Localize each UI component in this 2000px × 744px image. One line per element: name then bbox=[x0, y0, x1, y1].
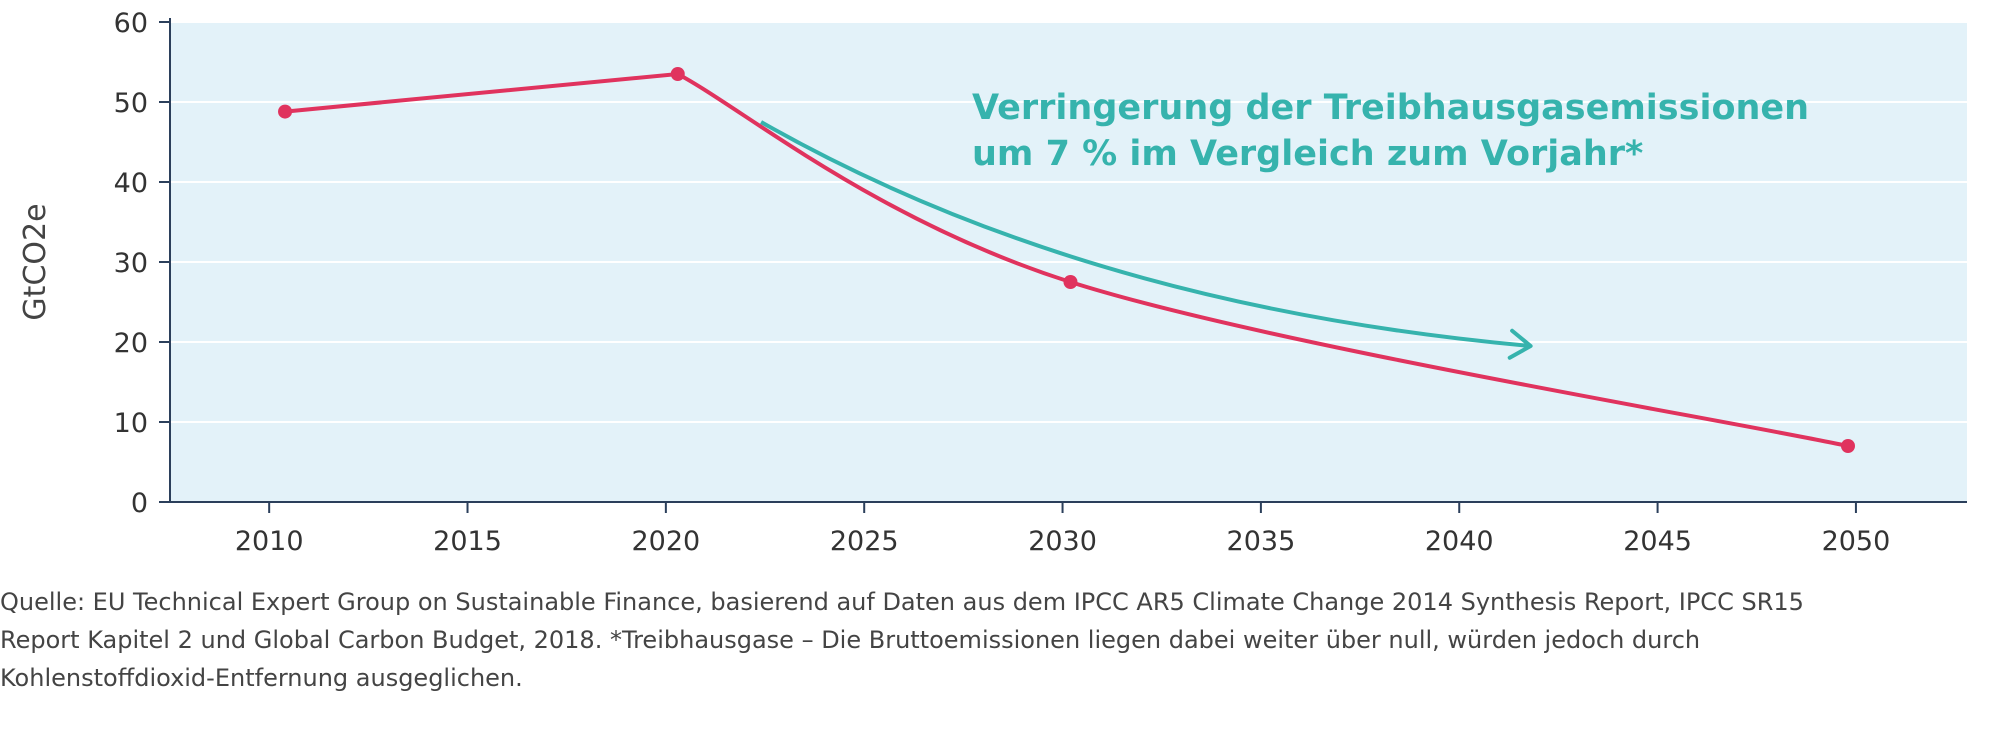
x-tick-label-2050: 2050 bbox=[1822, 526, 1891, 557]
annotation-arrow bbox=[760, 120, 1531, 348]
y-tick-label-0: 0 bbox=[131, 488, 148, 519]
annotation-text-line-2: um 7 % im Vergleich zum Vorjahr* bbox=[972, 134, 1643, 174]
source-line-3: Kohlenstoffdioxid-Entfernung ausgegliche… bbox=[0, 664, 523, 692]
data-point-2010.4 bbox=[278, 104, 293, 119]
y-tick-label-30: 30 bbox=[114, 248, 148, 279]
y-axis-label: GtCO2e bbox=[18, 203, 53, 320]
data-point-2020.3 bbox=[670, 67, 685, 81]
source-line-2: Report Kapitel 2 und Global Carbon Budge… bbox=[0, 626, 1701, 654]
source-line-1: Quelle: EU Technical Expert Group on Sus… bbox=[0, 588, 1804, 616]
x-tick-label-2035: 2035 bbox=[1227, 526, 1296, 557]
x-tick-label-2025: 2025 bbox=[830, 526, 899, 557]
y-tick-label-20: 20 bbox=[114, 328, 148, 359]
x-tick-label-2045: 2045 bbox=[1623, 526, 1692, 557]
y-tick-label-40: 40 bbox=[114, 168, 148, 199]
x-tick-label-2010: 2010 bbox=[235, 526, 304, 557]
x-tick-label-2015: 2015 bbox=[433, 526, 502, 557]
annotation-arrow-head bbox=[1507, 328, 1533, 360]
source-note: Quelle: EU Technical Expert Group on Sus… bbox=[0, 583, 1980, 697]
y-tick-label-60: 60 bbox=[114, 8, 148, 39]
x-tick-label-2030: 2030 bbox=[1028, 526, 1097, 557]
data-point-2030.2 bbox=[1063, 275, 1078, 289]
y-tick-label-10: 10 bbox=[114, 408, 148, 439]
y-tick-label-50: 50 bbox=[114, 88, 148, 119]
x-tick-label-2040: 2040 bbox=[1425, 526, 1494, 557]
x-tick-label-2020: 2020 bbox=[632, 526, 701, 557]
series-line-0 bbox=[284, 71, 1849, 448]
data-point-2049.8 bbox=[1840, 439, 1855, 453]
annotation-text-line-1: Verringerung der Treibhausgasemissionen bbox=[972, 88, 1809, 128]
